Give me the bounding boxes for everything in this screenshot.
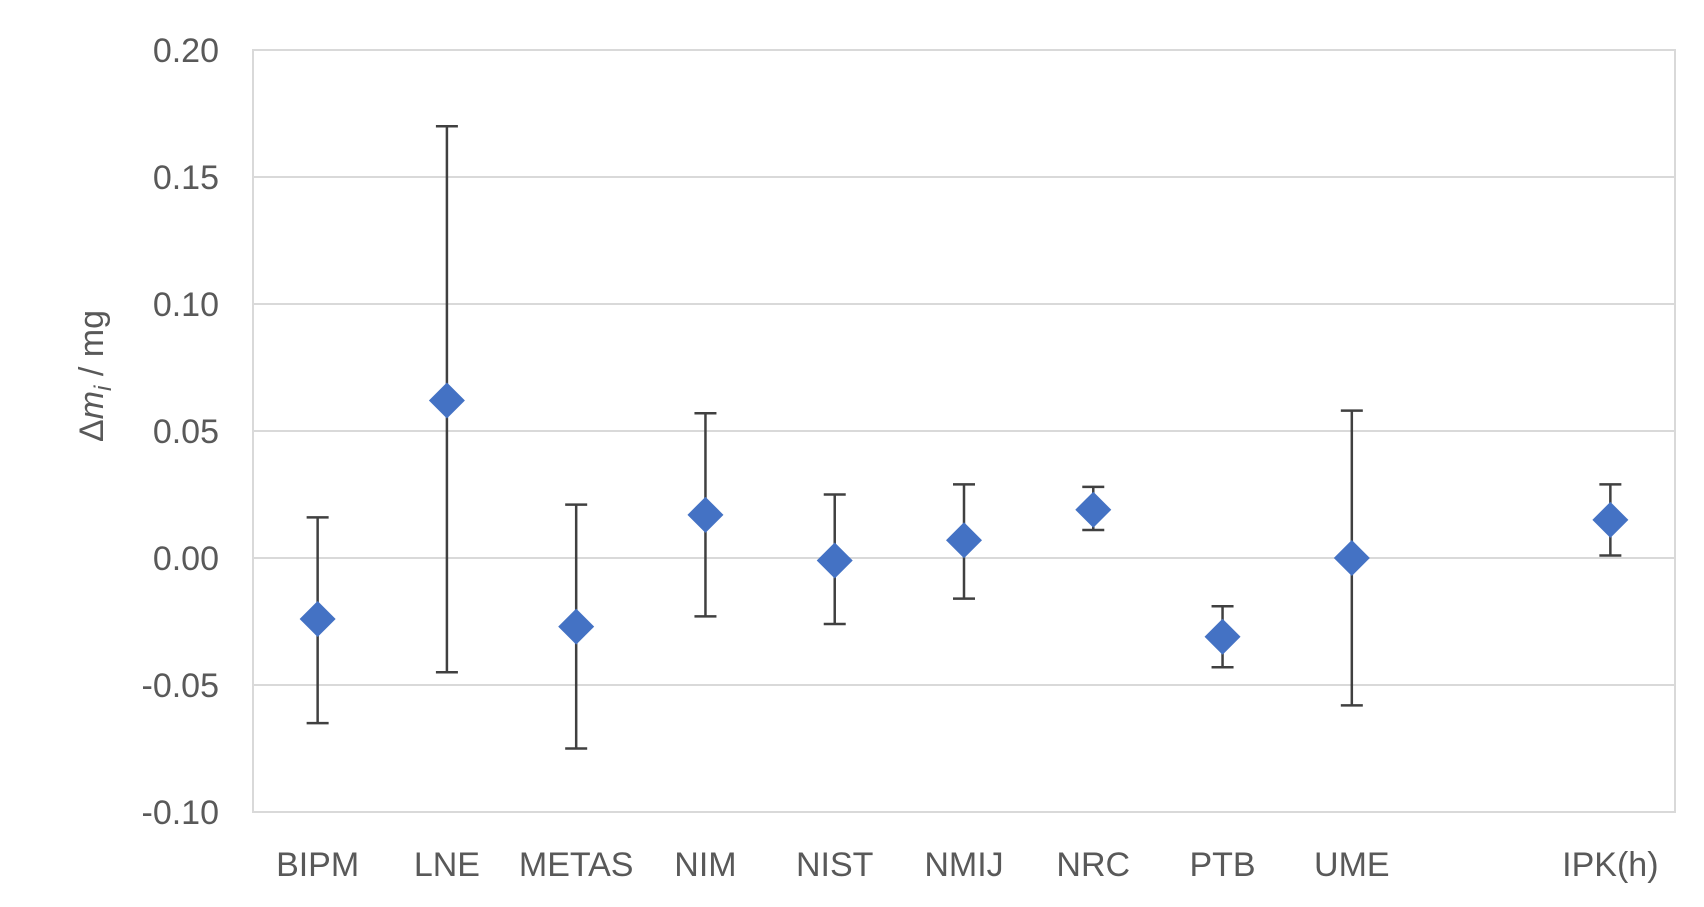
- data-point-marker: [299, 600, 336, 637]
- data-point-marker: [428, 382, 465, 419]
- x-tick-label: METAS: [519, 846, 634, 884]
- data-point-marker: [1075, 491, 1112, 528]
- error-bars: [306, 124, 1622, 750]
- x-tick-label: NRC: [1056, 846, 1130, 884]
- data-point-marker: [946, 522, 982, 559]
- data-point-marker: [1333, 540, 1370, 576]
- y-tick-label: 0.05: [153, 413, 219, 451]
- data-point-marker: [1592, 501, 1629, 538]
- y-tick-label: 0.20: [153, 32, 219, 70]
- y-tick-label: -0.10: [142, 794, 220, 832]
- y-tick-label: 0.00: [153, 540, 219, 578]
- y-axis-title: Δmi / mg: [73, 310, 117, 442]
- plot-area-border: [252, 49, 1676, 813]
- data-point-marker: [1204, 618, 1241, 655]
- y-axis-title-variable: m: [73, 391, 111, 419]
- x-tick-label: IPK(h): [1562, 846, 1658, 884]
- x-tick-label: LNE: [414, 846, 480, 884]
- x-tick-label: PTB: [1189, 846, 1255, 884]
- x-tick-label: NIST: [796, 846, 873, 884]
- y-axis-title-unit: / mg: [73, 310, 111, 386]
- data-markers: [299, 382, 1629, 655]
- x-tick-label: UME: [1314, 846, 1390, 884]
- data-point-marker: [558, 608, 595, 645]
- x-tick-label: BIPM: [276, 846, 359, 884]
- x-tick-label: NIM: [674, 846, 736, 884]
- data-point-marker: [687, 496, 724, 533]
- y-tick-label: 0.15: [153, 159, 219, 197]
- y-axis-title-subscript: i: [90, 385, 117, 391]
- y-tick-label: 0.10: [153, 286, 219, 324]
- x-tick-label: NMIJ: [924, 846, 1003, 884]
- y-axis-title-prefix: Δ: [73, 419, 111, 442]
- data-point-marker: [816, 542, 853, 579]
- grid-layer: [253, 49, 1675, 813]
- y-axis-ticks: 0.20 0.15 0.10 0.05 0.00 -0.05 -0.10: [142, 32, 220, 832]
- x-axis-ticks: BIPM LNE METAS NIM NIST NMIJ NRC PTB UME IPK(h): [276, 846, 1658, 884]
- y-tick-label: -0.05: [142, 667, 220, 705]
